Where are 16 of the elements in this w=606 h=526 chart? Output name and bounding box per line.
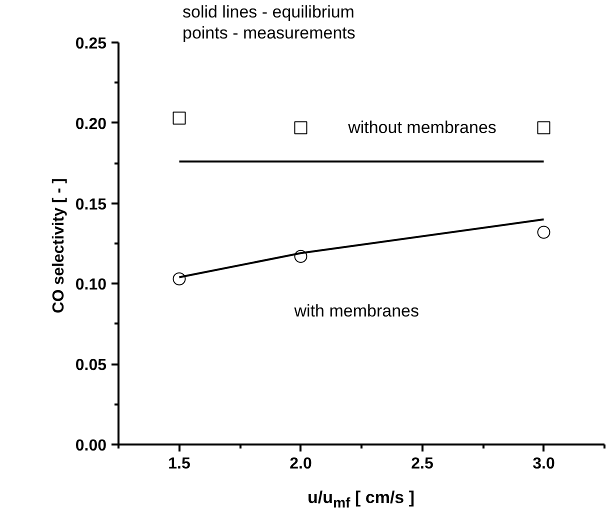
text: without membranes bbox=[347, 118, 496, 138]
y-tick-label: 0.05 bbox=[75, 357, 107, 374]
y-tick-label: 0.00 bbox=[75, 438, 107, 454]
text: solid lines - equilibrium bbox=[182, 2, 354, 22]
y-tick-label: 0.20 bbox=[75, 116, 107, 133]
y-tick-label: 0.25 bbox=[75, 36, 107, 52]
x-tick-label: 2.5 bbox=[411, 456, 434, 472]
annotation: points - measurements bbox=[182, 24, 356, 42]
x-tick-label: 2.0 bbox=[290, 456, 312, 472]
y-tick-label: 0.10 bbox=[75, 276, 107, 294]
text: with membranes bbox=[293, 301, 420, 320]
x-tick-label: 1.5 bbox=[168, 456, 190, 472]
x-axis-title: u/u$_{mf}$ [ cm/s ] bbox=[307, 487, 415, 514]
x-tick-label: 3.0 bbox=[532, 456, 555, 472]
y-tick-label: 0.15 bbox=[75, 196, 107, 214]
y-axis-title: CO selectivity [ - ] bbox=[50, 178, 68, 314]
